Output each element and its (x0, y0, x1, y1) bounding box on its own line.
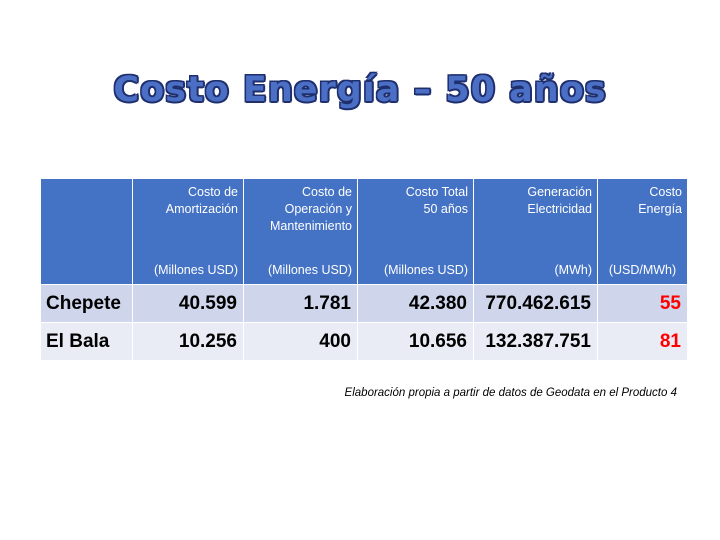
header-unit: (USD/MWh) (608, 263, 677, 277)
cell-amortizacion: 10.256 (132, 322, 244, 361)
row-label: El Bala (40, 322, 133, 361)
cell-costo-energia: 55 (597, 284, 688, 323)
cell-amortizacion: 40.599 (132, 284, 244, 323)
cell-generacion: 132.387.751 (473, 322, 598, 361)
header-unit: (MWh) (554, 263, 593, 277)
header-total: Costo Total 50 años (Millones USD) (357, 178, 474, 285)
cell-operacion: 400 (243, 322, 358, 361)
header-label: Generación Electricidad (527, 185, 592, 216)
cell-total: 42.380 (357, 284, 474, 323)
cell-total: 10.656 (357, 322, 474, 361)
header-empty (40, 178, 133, 285)
table-header-row: Costo de Amortización (Millones USD) Cos… (40, 178, 688, 285)
slide-title: Costo Energía – 50 años (113, 70, 607, 110)
row-label: Chepete (40, 284, 133, 323)
header-label: Costo Energía (638, 185, 682, 216)
header-amortizacion: Costo de Amortización (Millones USD) (132, 178, 244, 285)
header-unit: (Millones USD) (267, 263, 352, 277)
table-row-chepete: Chepete 40.599 1.781 42.380 770.462.615 … (40, 284, 688, 323)
header-label: Costo Total 50 años (405, 185, 468, 216)
source-note: Elaboración propia a partir de datos de … (344, 387, 677, 399)
header-unit: (Millones USD) (153, 263, 238, 277)
header-unit: (Millones USD) (383, 263, 468, 277)
header-costo-energia: Costo Energía (USD/MWh) (597, 178, 688, 285)
cell-generacion: 770.462.615 (473, 284, 598, 323)
cost-table: Costo de Amortización (Millones USD) Cos… (40, 178, 688, 361)
header-label: Costo de Amortización (165, 185, 238, 216)
header-label: Costo de Operación y Mantenimiento (270, 185, 352, 233)
header-operacion: Costo de Operación y Mantenimiento (Mill… (243, 178, 358, 285)
cell-operacion: 1.781 (243, 284, 358, 323)
table-row-el-bala: El Bala 10.256 400 10.656 132.387.751 81 (40, 322, 688, 361)
header-generacion: Generación Electricidad (MWh) (473, 178, 598, 285)
cell-costo-energia: 81 (597, 322, 688, 361)
